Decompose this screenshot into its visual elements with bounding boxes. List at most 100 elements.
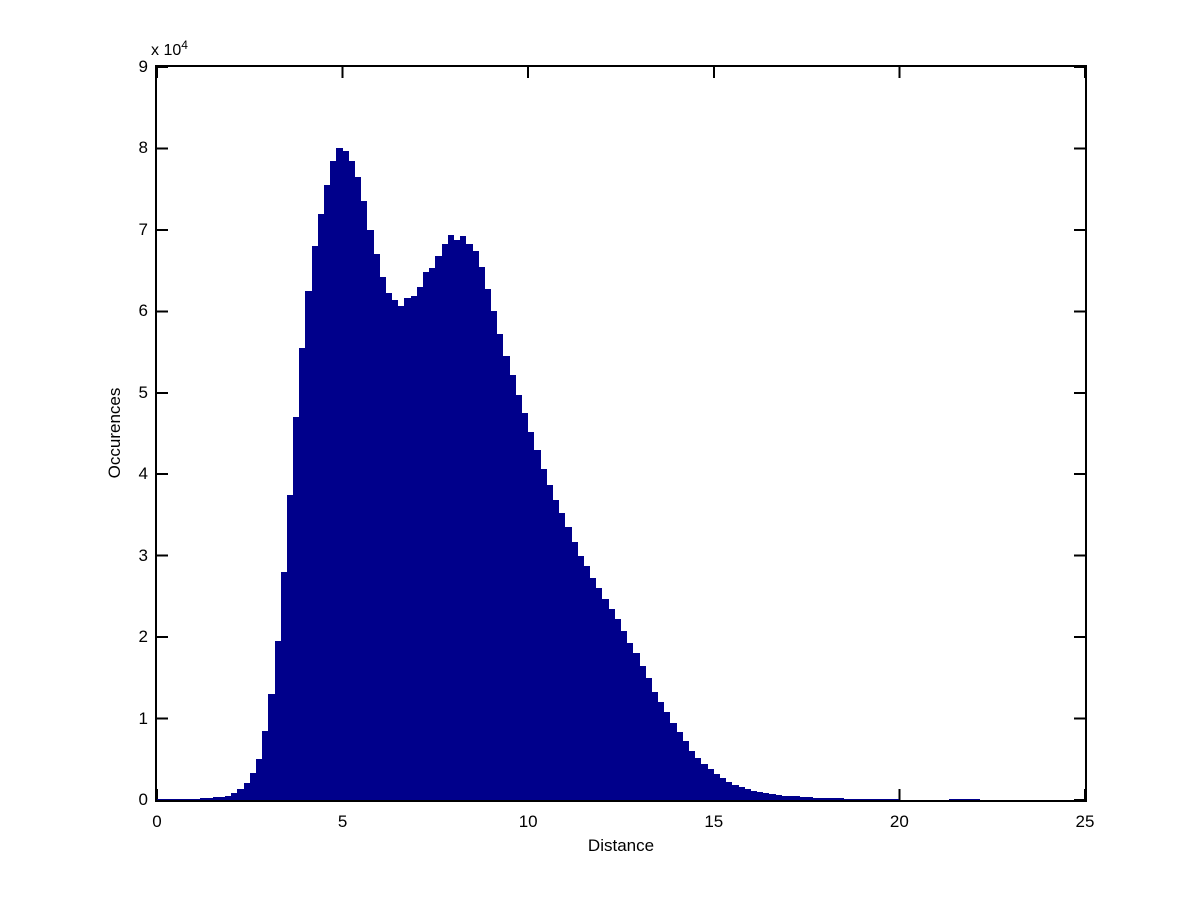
histogram-bar bbox=[293, 417, 299, 800]
histogram-bar bbox=[516, 395, 522, 800]
histogram-bar bbox=[782, 796, 788, 800]
x-tick-label: 15 bbox=[704, 812, 724, 831]
histogram-bar bbox=[343, 151, 349, 800]
histogram-bar bbox=[572, 542, 578, 800]
histogram-bar bbox=[305, 291, 312, 800]
histogram-bar bbox=[355, 177, 361, 800]
histogram-bar bbox=[182, 799, 188, 800]
histogram-bar bbox=[318, 214, 324, 800]
x-tick-label: 5 bbox=[337, 812, 348, 831]
histogram-bar bbox=[287, 495, 293, 800]
histogram-bar bbox=[188, 799, 194, 800]
histogram-bar bbox=[602, 599, 609, 800]
histogram-bar bbox=[862, 799, 868, 800]
histogram-bar bbox=[732, 785, 739, 800]
histogram-bar bbox=[714, 774, 720, 800]
histogram-bar bbox=[324, 185, 330, 800]
histogram-bar bbox=[200, 798, 206, 800]
y-tick-label: 5 bbox=[138, 382, 148, 402]
histogram-bar bbox=[213, 797, 219, 800]
histogram-bar bbox=[701, 764, 708, 800]
histogram-bar bbox=[528, 432, 534, 800]
histogram-bar bbox=[757, 792, 763, 800]
histogram-bar bbox=[479, 267, 485, 800]
y-tick-label: 3 bbox=[138, 545, 148, 565]
histogram-bar bbox=[955, 799, 961, 800]
histogram-bar bbox=[503, 356, 510, 800]
histogram-bar bbox=[268, 694, 275, 800]
histogram-bar bbox=[677, 732, 683, 800]
histogram-bar bbox=[312, 246, 318, 800]
histogram-bar bbox=[868, 799, 875, 800]
histogram-bar bbox=[473, 251, 479, 800]
histogram-bar bbox=[429, 268, 435, 800]
histogram-bar bbox=[893, 799, 899, 800]
histogram-bar bbox=[831, 798, 838, 800]
histogram-bar bbox=[689, 751, 695, 800]
y-tick-label: 0 bbox=[138, 790, 148, 809]
histogram-bar bbox=[670, 723, 677, 800]
histogram-bar bbox=[776, 795, 782, 800]
y-axis-multiplier-exponent: 4 bbox=[181, 38, 188, 52]
histogram-bar bbox=[640, 666, 646, 800]
histogram-bars bbox=[157, 67, 1085, 800]
histogram-bar bbox=[169, 799, 176, 800]
y-axis-multiplier-base: x 10 bbox=[151, 42, 182, 59]
histogram-bar bbox=[541, 469, 547, 800]
histogram-bar bbox=[404, 298, 411, 800]
histogram-bar bbox=[615, 619, 621, 800]
histogram-bar bbox=[423, 272, 429, 800]
histogram-bar bbox=[244, 783, 250, 800]
histogram-bar bbox=[646, 678, 652, 800]
y-tick-label: 4 bbox=[138, 464, 148, 484]
histogram-bar bbox=[974, 799, 980, 800]
y-tick-label: 7 bbox=[138, 219, 148, 239]
histogram-bar bbox=[497, 334, 503, 800]
y-tick-label: 1 bbox=[138, 708, 148, 728]
histogram-bar bbox=[881, 799, 887, 800]
histogram-bar bbox=[206, 798, 213, 800]
histogram-bar bbox=[633, 653, 640, 800]
histogram-bar bbox=[856, 799, 862, 800]
histogram-bar bbox=[392, 300, 398, 800]
histogram-bar bbox=[961, 799, 967, 800]
histogram-bar bbox=[330, 161, 336, 800]
histogram-bar bbox=[460, 236, 466, 800]
histogram-bar bbox=[262, 731, 268, 800]
histogram-bar bbox=[875, 799, 881, 800]
histogram-bar bbox=[745, 789, 751, 800]
histogram-bar bbox=[838, 798, 844, 800]
y-tick-label: 6 bbox=[138, 301, 148, 321]
histogram-bar bbox=[349, 161, 355, 800]
x-tick-label: 10 bbox=[518, 812, 538, 831]
histogram-bar bbox=[578, 556, 584, 800]
histogram-bar bbox=[250, 773, 256, 800]
y-tick-label: 8 bbox=[138, 138, 148, 158]
histogram-bar bbox=[454, 240, 460, 800]
histogram-bar bbox=[417, 287, 423, 800]
histogram-bar bbox=[485, 289, 491, 800]
histogram-bar bbox=[813, 798, 819, 800]
histogram-bar bbox=[652, 692, 658, 800]
histogram-bar bbox=[751, 791, 757, 800]
histogram-bar bbox=[547, 485, 553, 800]
x-tick-label: 0 bbox=[152, 812, 162, 831]
histogram-bar bbox=[225, 796, 231, 800]
x-tick-label: 25 bbox=[1075, 812, 1095, 831]
histogram-bar bbox=[163, 799, 169, 800]
histogram-bar bbox=[788, 796, 794, 800]
histogram-bar bbox=[683, 741, 689, 800]
histogram-bar bbox=[559, 513, 565, 800]
plot-area bbox=[155, 65, 1087, 802]
histogram-bar bbox=[411, 296, 417, 800]
histogram-bar bbox=[231, 793, 237, 800]
histogram-bar bbox=[157, 799, 163, 800]
histogram-bar bbox=[194, 799, 200, 800]
histogram-bar bbox=[794, 796, 800, 800]
histogram-bar bbox=[887, 799, 893, 800]
histogram-bar bbox=[361, 201, 367, 800]
histogram-bar bbox=[491, 311, 497, 800]
histogram-bar bbox=[627, 643, 633, 800]
histogram-bar bbox=[398, 306, 404, 800]
